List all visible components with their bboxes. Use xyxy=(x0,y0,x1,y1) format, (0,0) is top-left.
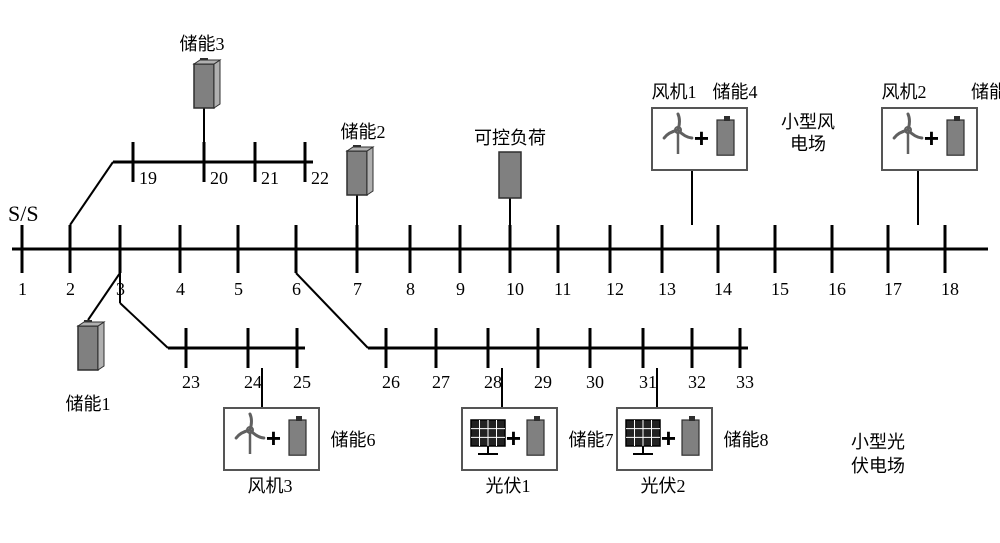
node-label-6: 6 xyxy=(292,279,301,299)
pv2-label: 光伏2 xyxy=(641,476,686,496)
storage-6-label: 储能6 xyxy=(331,430,376,450)
pv-unit-2: + xyxy=(617,408,712,470)
svg-text:+: + xyxy=(266,423,281,453)
node-label-9: 9 xyxy=(456,279,465,299)
node-label-26: 26 xyxy=(382,372,400,392)
pv1-label: 光伏1 xyxy=(486,476,531,496)
node-label-17: 17 xyxy=(884,279,902,299)
pv-unit-1: + xyxy=(462,408,557,470)
wind-unit-2: + xyxy=(882,108,977,170)
storage-8-label: 储能8 xyxy=(724,430,769,450)
node-label-27: 27 xyxy=(432,372,450,392)
node-label-18: 18 xyxy=(941,279,959,299)
node-label-19: 19 xyxy=(139,168,157,188)
node-label-2: 2 xyxy=(66,279,75,299)
node-label-21: 21 xyxy=(261,168,279,188)
node-label-4: 4 xyxy=(176,279,185,299)
svg-text:+: + xyxy=(694,123,709,153)
node-label-15: 15 xyxy=(771,279,789,299)
storage-4-label: 储能4 xyxy=(713,82,758,102)
storage-1-icon xyxy=(78,320,104,370)
node-label-23: 23 xyxy=(182,372,200,392)
svg-text:+: + xyxy=(506,423,521,453)
node-label-5: 5 xyxy=(234,279,243,299)
node-label-29: 29 xyxy=(534,372,552,392)
node-label-24: 24 xyxy=(244,372,262,392)
small-wind-label-b: 电场 xyxy=(790,134,826,154)
node-label-16: 16 xyxy=(828,279,846,299)
storage-7-label: 储能7 xyxy=(569,430,614,450)
controllable-load-icon xyxy=(499,152,521,198)
node-label-14: 14 xyxy=(714,279,732,299)
node-label-32: 32 xyxy=(688,372,706,392)
node-label-25: 25 xyxy=(293,372,311,392)
wind-unit-3: + xyxy=(224,408,319,470)
wt2-label: 风机2 xyxy=(882,82,927,102)
node-label-11: 11 xyxy=(554,279,571,299)
node-label-31: 31 xyxy=(639,372,657,392)
storage-2-label: 储能2 xyxy=(341,122,386,142)
node-label-30: 30 xyxy=(586,372,604,392)
storage-3-icon xyxy=(194,58,220,108)
node-label-1: 1 xyxy=(18,279,27,299)
power-system-diagram: 123456789101112131415161718S/S1920212223… xyxy=(0,0,1000,543)
small-pv-label-a: 小型光 xyxy=(851,432,905,452)
storage-2-icon xyxy=(347,145,373,195)
node-label-22: 22 xyxy=(311,168,329,188)
wt3-label: 风机3 xyxy=(248,476,293,496)
node-label-12: 12 xyxy=(606,279,624,299)
node-label-10: 10 xyxy=(506,279,524,299)
node-label-8: 8 xyxy=(406,279,415,299)
node-label-20: 20 xyxy=(210,168,228,188)
node-label-28: 28 xyxy=(484,372,502,392)
node-label-7: 7 xyxy=(353,279,362,299)
wt1-label: 风机1 xyxy=(652,82,697,102)
svg-text:+: + xyxy=(924,123,939,153)
storage-3-label: 储能3 xyxy=(180,34,225,54)
small-wind-label-a: 小型风 xyxy=(781,112,835,132)
ss-label: S/S xyxy=(8,201,39,226)
svg-text:+: + xyxy=(661,423,676,453)
node-label-33: 33 xyxy=(736,372,754,392)
small-pv-label-b: 伏电场 xyxy=(851,456,905,476)
storage-5-label: 储能5 xyxy=(971,82,1000,102)
controllable-load-label: 可控负荷 xyxy=(474,128,546,148)
wind-unit-1: + xyxy=(652,108,747,170)
node-label-13: 13 xyxy=(658,279,676,299)
storage-1-label: 储能1 xyxy=(66,394,111,414)
